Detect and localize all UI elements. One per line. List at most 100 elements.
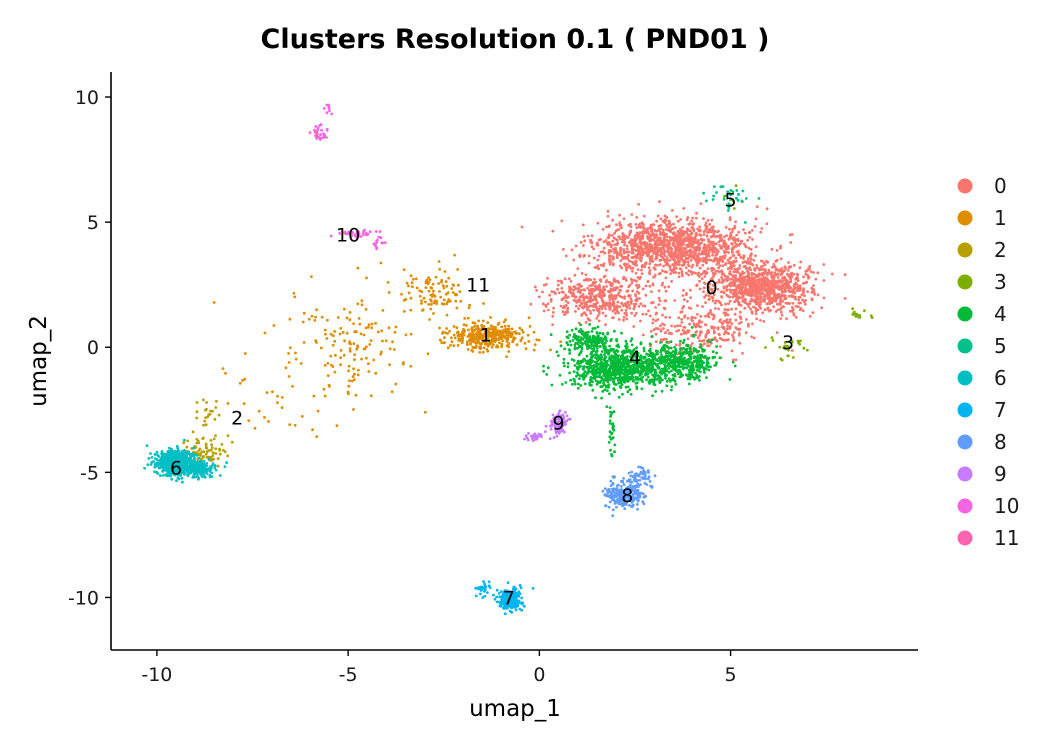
data-point <box>697 248 701 252</box>
data-point <box>804 281 808 285</box>
data-point <box>648 369 651 373</box>
data-point <box>604 378 608 382</box>
data-point <box>477 328 481 332</box>
data-point <box>775 331 779 334</box>
data-point <box>586 286 589 290</box>
data-point <box>648 246 652 250</box>
data-point <box>635 362 639 366</box>
data-point <box>745 279 749 282</box>
data-point <box>766 290 769 293</box>
data-point <box>640 387 644 391</box>
data-point <box>629 377 633 381</box>
data-point <box>654 312 658 316</box>
data-point <box>657 224 661 228</box>
data-point <box>697 271 701 275</box>
data-point <box>640 231 643 235</box>
data-point <box>749 252 753 256</box>
data-point <box>453 336 457 340</box>
data-point <box>418 294 422 298</box>
data-point <box>591 373 595 376</box>
data-point <box>679 324 682 328</box>
data-point <box>697 319 701 323</box>
data-point <box>751 285 755 289</box>
data-point <box>770 336 774 340</box>
data-point <box>621 257 624 260</box>
data-point <box>503 324 507 328</box>
data-point <box>797 301 801 305</box>
data-point <box>635 299 639 303</box>
data-point <box>641 370 645 373</box>
data-point <box>198 447 202 451</box>
data-point <box>480 334 484 338</box>
data-point <box>727 238 731 241</box>
data-point <box>748 231 751 235</box>
data-point <box>433 294 437 298</box>
data-point <box>736 279 740 283</box>
data-point <box>668 252 672 256</box>
data-point <box>311 428 314 432</box>
data-point <box>579 328 583 331</box>
data-point <box>805 269 809 273</box>
data-point <box>486 321 490 324</box>
data-point <box>613 306 617 309</box>
data-point <box>607 384 610 387</box>
data-point <box>780 284 783 288</box>
data-point <box>411 285 414 289</box>
data-point <box>243 377 247 381</box>
data-point <box>784 283 788 286</box>
data-point <box>639 354 643 357</box>
data-point <box>294 351 297 355</box>
data-point <box>629 366 633 369</box>
data-point <box>590 351 594 355</box>
data-point <box>471 350 475 353</box>
data-point <box>749 268 753 272</box>
data-point <box>614 383 618 386</box>
data-point <box>635 353 639 357</box>
data-point <box>602 285 605 289</box>
data-point <box>808 265 812 268</box>
data-point <box>630 337 634 341</box>
data-point <box>316 409 320 413</box>
data-point <box>616 300 620 304</box>
data-point <box>697 245 701 249</box>
data-point <box>605 405 609 408</box>
data-point <box>726 325 729 328</box>
data-point <box>769 308 772 312</box>
data-point <box>387 326 391 330</box>
data-point <box>608 298 612 302</box>
data-point <box>597 283 601 287</box>
data-point <box>657 249 661 252</box>
data-point <box>638 297 641 300</box>
data-point <box>620 295 624 299</box>
data-point <box>646 375 650 379</box>
data-point <box>604 368 608 372</box>
data-point <box>574 304 578 308</box>
data-point <box>700 237 704 241</box>
data-point <box>431 293 435 296</box>
data-point <box>720 269 724 273</box>
data-point <box>747 322 750 326</box>
data-point <box>660 353 663 357</box>
data-point <box>601 364 604 368</box>
data-point <box>728 378 732 381</box>
data-point <box>680 231 683 235</box>
data-point <box>345 316 349 320</box>
data-point <box>682 298 686 301</box>
data-point <box>524 347 528 351</box>
data-point <box>779 302 782 306</box>
data-point <box>627 349 630 352</box>
data-point <box>736 327 739 331</box>
data-point <box>651 373 654 377</box>
data-point <box>609 281 612 285</box>
data-point <box>202 398 205 402</box>
data-point <box>633 260 637 263</box>
data-point <box>737 252 741 256</box>
data-point <box>438 326 441 330</box>
data-point <box>663 221 667 225</box>
data-point <box>609 361 613 364</box>
data-point <box>585 277 588 281</box>
data-point <box>619 246 623 250</box>
data-point <box>770 279 774 283</box>
data-point <box>307 317 311 321</box>
data-point <box>813 293 817 296</box>
